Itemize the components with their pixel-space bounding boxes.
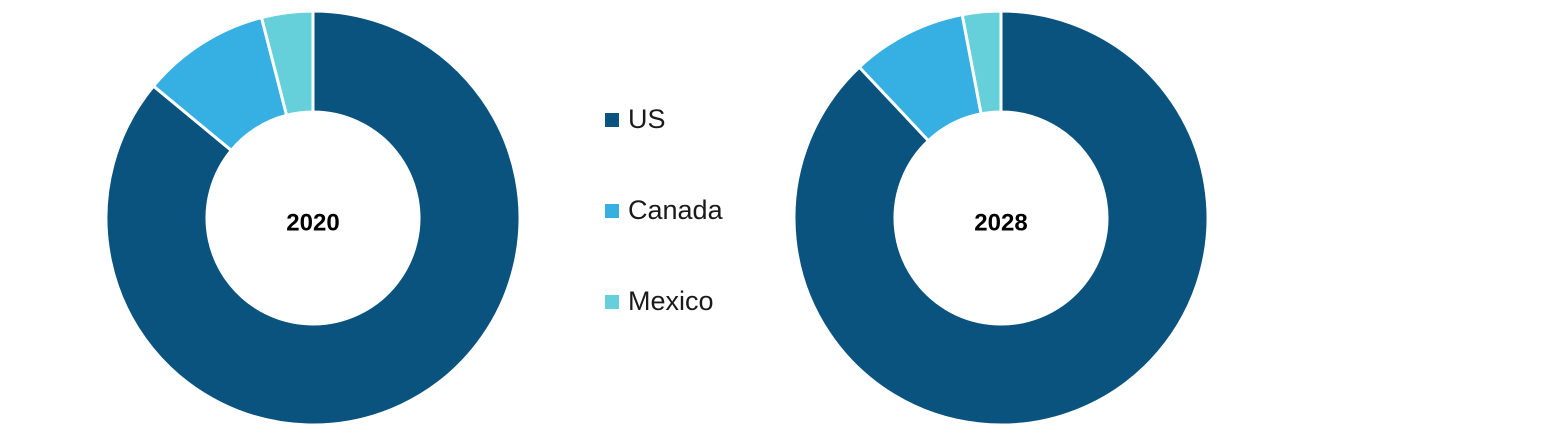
donut-slice [259, 9, 315, 118]
legend-label: Canada [628, 195, 724, 225]
legend-swatch [605, 113, 619, 127]
legend-swatch [605, 204, 619, 218]
center-label: 2028 [974, 209, 1027, 236]
legend-label: US [628, 104, 666, 134]
legend-label: Mexico [628, 286, 714, 316]
center-label: 2020 [286, 209, 339, 236]
donut-slice [104, 9, 522, 427]
legend-swatch [605, 295, 619, 309]
donut-slice [792, 9, 1210, 427]
donut-slice [960, 9, 1003, 116]
